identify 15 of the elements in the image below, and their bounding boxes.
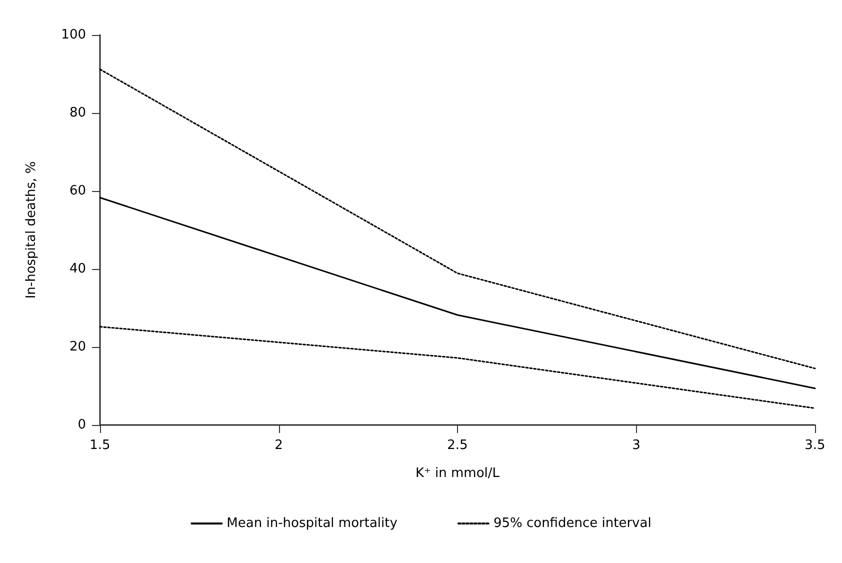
legend-label: 95% confidence interval — [493, 516, 652, 531]
x-tick-label: 2 — [274, 438, 283, 453]
y-tick-label: 0 — [78, 418, 86, 432]
legend-label: Mean in-hospital mortality — [226, 516, 398, 531]
x-tick-label: 3.5 — [804, 438, 826, 453]
y-tick-label: 40 — [69, 262, 86, 276]
x-axis-title: K⁺ in mmol/L — [415, 466, 500, 481]
y-tick-label: 60 — [69, 184, 86, 198]
y-tick-label: 80 — [69, 106, 86, 120]
y-axis-title: In-hospital deaths, % — [24, 161, 39, 299]
x-tick-label: 3 — [632, 438, 640, 453]
x-tick-label: 1.5 — [90, 438, 110, 453]
y-tick-label: 20 — [69, 340, 86, 354]
y-tick-label: 100 — [61, 28, 86, 42]
x-tick-label: 2.5 — [447, 438, 468, 453]
